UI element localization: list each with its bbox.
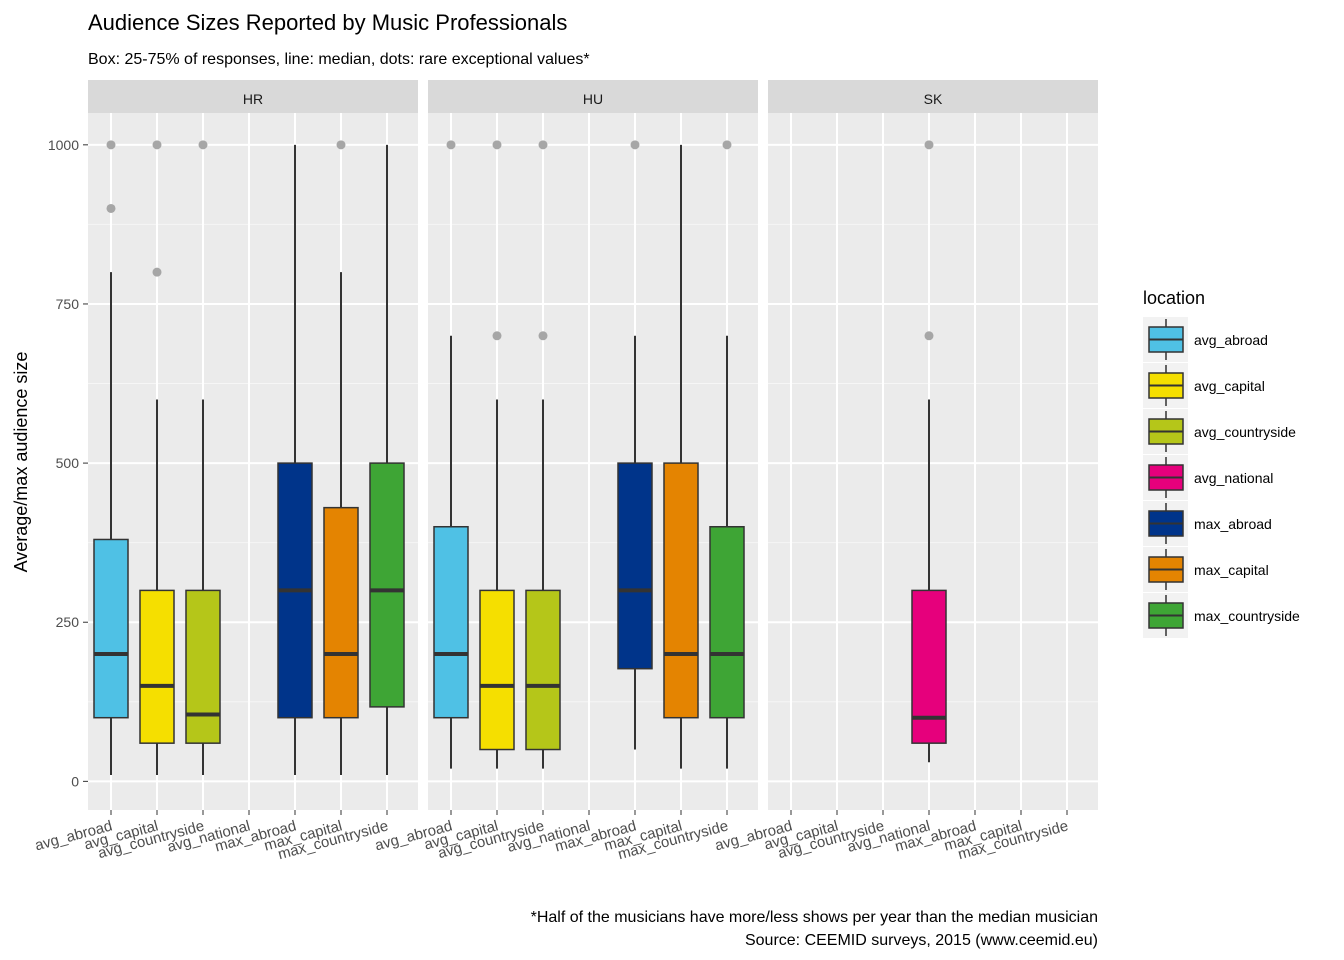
- box-hr-avg_abroad: [93, 140, 129, 775]
- box-hu-max_abroad: [617, 140, 653, 750]
- outlier-point: [924, 331, 934, 341]
- chart-title: Audience Sizes Reported by Music Profess…: [88, 10, 567, 35]
- box-hu-max_capital: [663, 144, 699, 769]
- box-hr-avg_capital: [139, 140, 175, 775]
- outlier-point: [446, 140, 456, 150]
- box-hr-max_countryside: [369, 144, 405, 775]
- legend-label: max_countryside: [1194, 608, 1300, 624]
- y-tick-label: 750: [56, 296, 80, 312]
- legend-label: avg_abroad: [1194, 332, 1268, 348]
- legend-label: max_capital: [1194, 562, 1269, 578]
- box-hr-avg_countryside: [185, 140, 221, 775]
- outlier-point: [538, 331, 548, 341]
- y-tick-label: 1000: [48, 137, 79, 153]
- box-hu-avg_countryside: [525, 140, 561, 769]
- y-tick-label: 0: [71, 773, 79, 789]
- box-hu-avg_capital: [479, 140, 515, 769]
- facet-strip-label: HU: [583, 91, 603, 107]
- legend-item-avg_national: avg_national: [1143, 455, 1273, 500]
- outlier-point: [198, 140, 208, 150]
- y-tick-label: 500: [56, 455, 80, 471]
- panel-hr: HRavg_abroadavg_capitalavg_countrysideav…: [33, 80, 418, 863]
- box-iqr: [525, 589, 561, 751]
- y-axis: 0 250 500 750 1000: [48, 137, 88, 789]
- outlier-point: [492, 331, 502, 341]
- box-iqr: [479, 589, 515, 751]
- legend-label: avg_national: [1194, 470, 1273, 486]
- legend-item-avg_capital: avg_capital: [1143, 363, 1265, 408]
- facet-strip: [768, 80, 1098, 113]
- legend-item-max_abroad: max_abroad: [1143, 501, 1272, 546]
- caption-line-1: *Half of the musicians have more/less sh…: [531, 909, 1098, 926]
- legend-item-avg_countryside: avg_countryside: [1143, 409, 1296, 454]
- outlier-point: [152, 267, 162, 277]
- outlier-point: [106, 140, 116, 150]
- legend-label: avg_capital: [1194, 378, 1265, 394]
- facet-panels: HRavg_abroadavg_capitalavg_countrysideav…: [33, 80, 1098, 863]
- panel-sk: SKavg_abroadavg_capitalavg_countrysideav…: [713, 80, 1098, 863]
- legend-label: max_abroad: [1194, 516, 1272, 532]
- box-hr-max_capital: [323, 140, 359, 775]
- facet-strip-label: HR: [243, 91, 263, 107]
- outlier-point: [538, 140, 548, 150]
- outlier-point: [722, 140, 732, 150]
- panel-background: [88, 113, 418, 810]
- box-iqr: [185, 589, 221, 744]
- box-iqr: [663, 462, 699, 719]
- legend-item-max_capital: max_capital: [1143, 547, 1269, 592]
- y-tick-label: 250: [56, 614, 80, 630]
- panel-hu: HUavg_abroadavg_capitalavg_countrysideav…: [373, 80, 758, 863]
- box-iqr: [617, 462, 653, 670]
- outlier-point: [924, 140, 934, 150]
- box-hu-avg_abroad: [433, 140, 469, 769]
- outlier-point: [152, 140, 162, 150]
- y-axis-title: Average/max audience size: [11, 352, 31, 573]
- outlier-point: [336, 140, 346, 150]
- box-iqr: [369, 462, 405, 708]
- outlier-point: [492, 140, 502, 150]
- box-iqr: [323, 506, 359, 719]
- box-iqr: [139, 589, 175, 744]
- legend: location avg_abroad avg_capital avg_country…: [1143, 288, 1300, 638]
- box-hu-max_countryside: [709, 140, 745, 769]
- legend-item-max_countryside: max_countryside: [1143, 593, 1300, 638]
- box-iqr: [709, 525, 745, 719]
- caption-line-2: Source: CEEMID surveys, 2015 (www.ceemid…: [745, 932, 1098, 949]
- facet-strip: [428, 80, 758, 113]
- box-iqr: [93, 538, 129, 719]
- legend-item-avg_abroad: avg_abroad: [1143, 317, 1268, 362]
- outlier-point: [106, 203, 116, 213]
- legend-label: avg_countryside: [1194, 424, 1296, 440]
- chart-subtitle: Box: 25-75% of responses, line: median, …: [88, 51, 590, 68]
- legend-title: location: [1143, 288, 1205, 308]
- box-hr-max_abroad: [277, 144, 313, 775]
- panel-background: [428, 113, 758, 810]
- outlier-point: [630, 140, 640, 150]
- box-sk-avg_national: [911, 140, 947, 763]
- box-iqr: [911, 589, 947, 744]
- facet-strip-label: SK: [924, 91, 943, 107]
- facet-strip: [88, 80, 418, 113]
- box-iqr: [433, 525, 469, 719]
